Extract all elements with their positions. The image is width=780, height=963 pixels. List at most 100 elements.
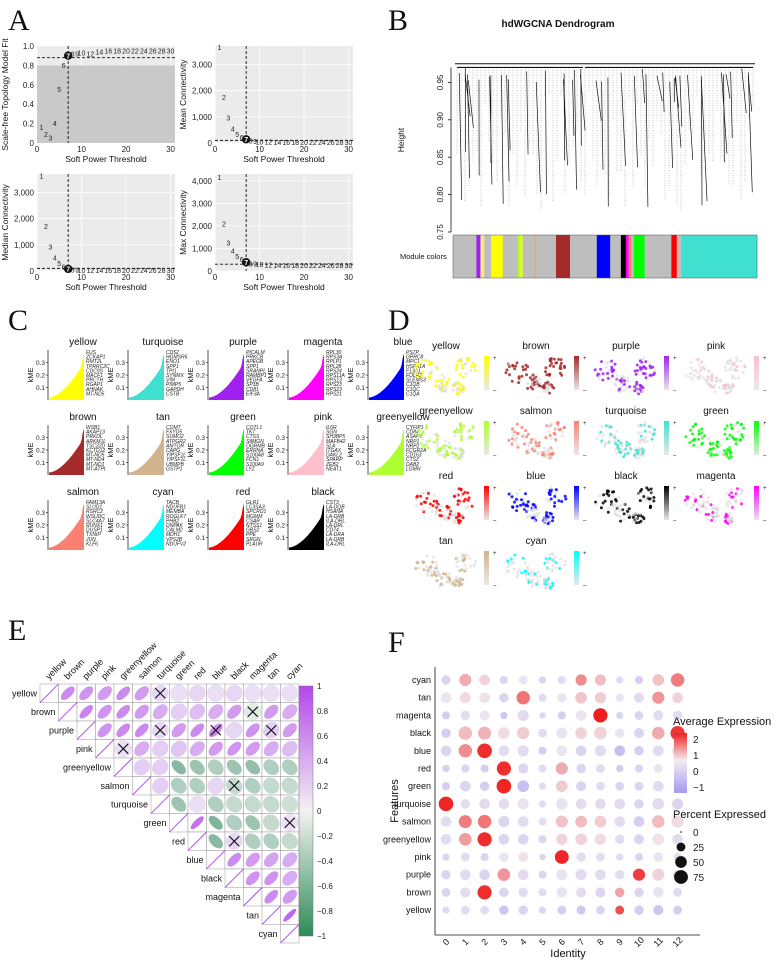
point-label: 14 bbox=[273, 140, 281, 147]
panel-label-c: C bbox=[8, 304, 28, 337]
non-significant-cross bbox=[154, 687, 166, 699]
hub-gene-label: WSUDC bbox=[86, 514, 105, 520]
dotplot-dot bbox=[459, 869, 471, 881]
umap-cell bbox=[529, 569, 533, 573]
umap-cell bbox=[426, 446, 430, 450]
umap-cell bbox=[536, 579, 540, 583]
colorbar-max-label: + bbox=[493, 486, 497, 492]
umap-cell bbox=[735, 437, 739, 441]
expression-colorbar bbox=[674, 733, 687, 793]
panel-f-dotplot: cyantanmagentablackblueredgreenturquoise… bbox=[383, 667, 771, 960]
umap-cell bbox=[563, 494, 567, 498]
dotplot-dot bbox=[672, 833, 683, 845]
hub-gene-label: CD52 bbox=[166, 350, 179, 356]
umap-cell bbox=[628, 446, 632, 450]
umap-cell bbox=[453, 520, 457, 523]
correlation-ellipse bbox=[208, 704, 224, 720]
dotplot-dot bbox=[518, 887, 528, 898]
dotplot-dot bbox=[653, 710, 664, 721]
y-tick-label: 0.3 bbox=[276, 360, 285, 367]
point-label: 20 bbox=[122, 48, 130, 55]
dotplot-identity-label: 5 bbox=[537, 937, 548, 948]
point-label: 24 bbox=[140, 268, 148, 275]
umap-cell bbox=[639, 434, 643, 438]
dotplot-dot bbox=[653, 905, 664, 916]
correlation-ellipse bbox=[97, 686, 112, 701]
dotplot-dot bbox=[460, 905, 470, 915]
umap-cell bbox=[459, 426, 463, 430]
umap-cell bbox=[514, 434, 518, 438]
expression-colorbar bbox=[574, 421, 579, 455]
correlation-ellipse bbox=[225, 721, 243, 739]
umap-cell bbox=[550, 453, 554, 457]
umap-cell bbox=[548, 357, 552, 361]
dotplot-feature-label: greenyellow bbox=[383, 834, 432, 844]
hub-gene-label: GBS2 bbox=[246, 528, 260, 534]
umap-cell bbox=[468, 429, 472, 432]
kme-plot-tan: tan0.10.20.3kMECOMTFXYD5SUMO2ATPGR2AMTOR… bbox=[106, 412, 186, 475]
umap-cell bbox=[739, 492, 743, 496]
umap-cell bbox=[634, 456, 638, 460]
umap-cell bbox=[610, 359, 614, 363]
umap-cell bbox=[707, 512, 710, 516]
feature-plot-title: yellow bbox=[432, 341, 461, 352]
y-axis-title: kME bbox=[186, 368, 195, 383]
hub-gene-label: S100A8 bbox=[246, 453, 264, 459]
feature-plot-greenyellow: greenyellow+– bbox=[413, 406, 497, 461]
dotplot-dot bbox=[479, 781, 490, 791]
hub-gene-label: NRP1 bbox=[406, 439, 420, 445]
plot-background bbox=[215, 174, 353, 271]
point-label: 20 bbox=[122, 268, 130, 275]
umap-cell bbox=[511, 433, 515, 437]
umap-cell bbox=[442, 376, 446, 380]
feature-plot-title: green bbox=[703, 406, 729, 417]
dendrogram-branch bbox=[501, 75, 504, 204]
dotplot-dot bbox=[458, 815, 472, 829]
kme-plot-title: yellow bbox=[69, 337, 98, 348]
y-tick-label: 0.1 bbox=[36, 385, 45, 392]
y-tick-label: 0.3 bbox=[36, 510, 45, 517]
dotplot-dot bbox=[538, 817, 547, 826]
umap-cell bbox=[597, 432, 601, 436]
umap-cell bbox=[535, 377, 539, 381]
point-label: 2 bbox=[44, 224, 48, 231]
colorbar-min-label: – bbox=[493, 388, 497, 394]
umap-cell bbox=[729, 366, 733, 370]
correlation-ellipse bbox=[226, 796, 243, 813]
umap-cell bbox=[631, 515, 635, 519]
umap-cell bbox=[550, 569, 554, 573]
umap-cell bbox=[722, 449, 726, 453]
dotplot-dot bbox=[461, 764, 470, 773]
correlation-ellipse bbox=[79, 686, 94, 701]
y-axis-title: kME bbox=[186, 443, 195, 458]
umap-cell bbox=[457, 521, 461, 525]
kme-plot-title: greenyellow bbox=[376, 412, 430, 423]
hub-gene-label: PICALM bbox=[246, 350, 265, 356]
umap-cell bbox=[544, 366, 548, 370]
umap-cell bbox=[641, 386, 645, 390]
y-tick-label: 0.2 bbox=[276, 448, 285, 455]
umap-cell bbox=[418, 361, 421, 365]
dotplot-dot bbox=[498, 816, 510, 828]
umap-cell bbox=[515, 492, 519, 496]
x-tick-label: 20 bbox=[122, 273, 131, 282]
dotplot-dot bbox=[595, 905, 605, 915]
module-colors-label: Module colors bbox=[400, 252, 447, 261]
umap-cell bbox=[606, 510, 610, 514]
point-label: 3 bbox=[48, 244, 52, 251]
dotplot-dot bbox=[616, 711, 624, 720]
size-legend-tick: 75 bbox=[693, 873, 705, 884]
umap-cell bbox=[638, 452, 642, 456]
umap-cell bbox=[516, 432, 520, 436]
umap-cell bbox=[688, 375, 692, 379]
correlation-ellipse bbox=[171, 723, 186, 738]
y-tick-label: 0.1 bbox=[276, 535, 285, 542]
y-axis-title: kME bbox=[26, 443, 35, 458]
dotplot-feature-label: magenta bbox=[396, 710, 431, 720]
umap-cell bbox=[517, 498, 521, 502]
hub-gene-label: RPL30 bbox=[326, 350, 342, 356]
hub-gene-label: TPRRC2C bbox=[86, 364, 110, 370]
umap-cell bbox=[638, 440, 642, 444]
heatmap-diagonal-mark bbox=[261, 905, 281, 925]
umap-cell bbox=[725, 424, 729, 428]
